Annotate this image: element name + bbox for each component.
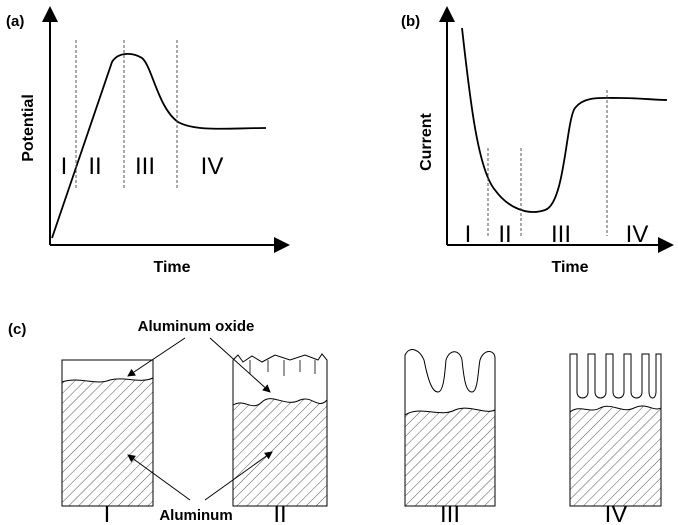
panel-c: (c) Aluminum oxide I II III IV Aluminum xyxy=(8,318,662,525)
stage-label: I xyxy=(61,153,68,180)
stage-label: II xyxy=(273,501,286,525)
current-curve xyxy=(461,27,668,213)
panel-b: (b) I II III IV Current Time xyxy=(401,6,674,276)
aluminum-region xyxy=(61,377,154,507)
aluminum-region xyxy=(404,407,496,507)
callout-aluminum: Aluminum xyxy=(159,507,232,524)
callout-oxide: Aluminum oxide xyxy=(138,318,255,335)
aluminum-region xyxy=(569,405,662,507)
stage-label: III xyxy=(135,153,155,180)
stage-label: II xyxy=(88,153,101,180)
y-axis-label: Potential xyxy=(20,94,37,162)
potential-curve xyxy=(51,53,267,239)
panel-label: (b) xyxy=(401,13,420,30)
y-axis-label: Current xyxy=(418,112,435,170)
stage-label: III xyxy=(551,221,571,248)
stage-label: III xyxy=(440,501,460,525)
callout-arrows xyxy=(127,337,273,501)
x-axis-label: Time xyxy=(551,259,588,276)
aluminum-region xyxy=(232,398,328,507)
stage-label: IV xyxy=(605,501,628,525)
stage-label: I xyxy=(465,221,472,248)
stage-label: I xyxy=(104,501,111,525)
stage-label: IV xyxy=(626,221,649,248)
pores xyxy=(249,360,316,376)
stage-label: IV xyxy=(201,153,224,180)
stage-label: II xyxy=(498,221,511,248)
panel-a: (a) I II III IV Potential Time xyxy=(6,6,290,276)
x-axis-label: Time xyxy=(153,259,190,276)
panel-label: (c) xyxy=(8,321,26,338)
panel-label: (a) xyxy=(6,13,24,30)
